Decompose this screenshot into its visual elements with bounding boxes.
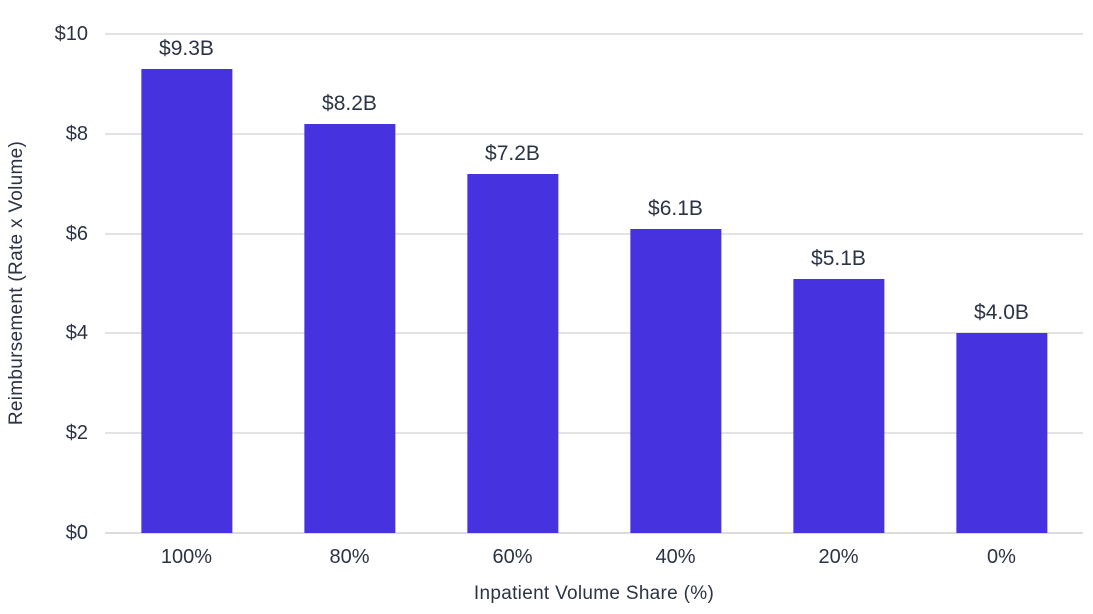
gridline xyxy=(105,33,1083,35)
y-tick-label: $8 xyxy=(65,122,88,145)
bar-slot: $4.0B 0% xyxy=(920,34,1083,567)
x-tick-label: 60% xyxy=(492,546,533,568)
gridline xyxy=(105,432,1083,435)
x-axis-title: Inpatient Volume Share (%) xyxy=(473,583,715,604)
x-tick-label: 100% xyxy=(160,546,213,568)
y-axis-title: Reimbursement (Rate x Volume) xyxy=(6,140,27,426)
y-tick-label: $0 xyxy=(65,522,88,544)
y-tick-label: $2 xyxy=(65,422,88,445)
bar-slot: $8.2B 80% xyxy=(268,34,431,567)
y-tick-label: $6 xyxy=(65,222,88,245)
bar-slot: $5.1B 20% xyxy=(757,34,920,567)
x-tick-label: 20% xyxy=(818,546,859,568)
bar-slot: $7.2B 60% xyxy=(431,34,594,567)
bar-value-label: $7.2B xyxy=(485,141,540,165)
bar-slot: $6.1B 40% xyxy=(594,34,757,567)
bar-slots: $9.3B 100% $8.2B 80% $7.2B 60% $6.1B 40% $5.1B 20… xyxy=(105,34,1083,567)
x-axis-baseline xyxy=(105,532,1083,534)
bar-value-label: $9.3B xyxy=(159,36,214,60)
plot-area: $9.3B 100% $8.2B 80% $7.2B 60% $6.1B 40% $5.1B 20… xyxy=(55,24,1083,567)
y-tick-label: $10 xyxy=(54,23,88,45)
gridline xyxy=(105,132,1083,135)
bar xyxy=(140,68,233,533)
y-tick-label: $4 xyxy=(65,322,88,345)
bar-value-label: $5.1B xyxy=(811,246,866,270)
bar xyxy=(629,228,722,533)
bar-value-label: $8.2B xyxy=(322,91,377,115)
bar-value-label: $6.1B xyxy=(648,196,703,220)
gridline xyxy=(105,332,1083,335)
bar xyxy=(466,173,559,533)
x-tick-label: 40% xyxy=(655,546,696,568)
x-tick-label: 0% xyxy=(987,546,1016,568)
x-tick-label: 80% xyxy=(329,546,370,568)
bar-value-label: $4.0B xyxy=(974,301,1029,325)
bar xyxy=(792,278,885,533)
bar xyxy=(303,123,396,533)
gridline xyxy=(105,232,1083,235)
bar xyxy=(955,333,1048,533)
bar-slot: $9.3B 100% xyxy=(105,34,268,567)
